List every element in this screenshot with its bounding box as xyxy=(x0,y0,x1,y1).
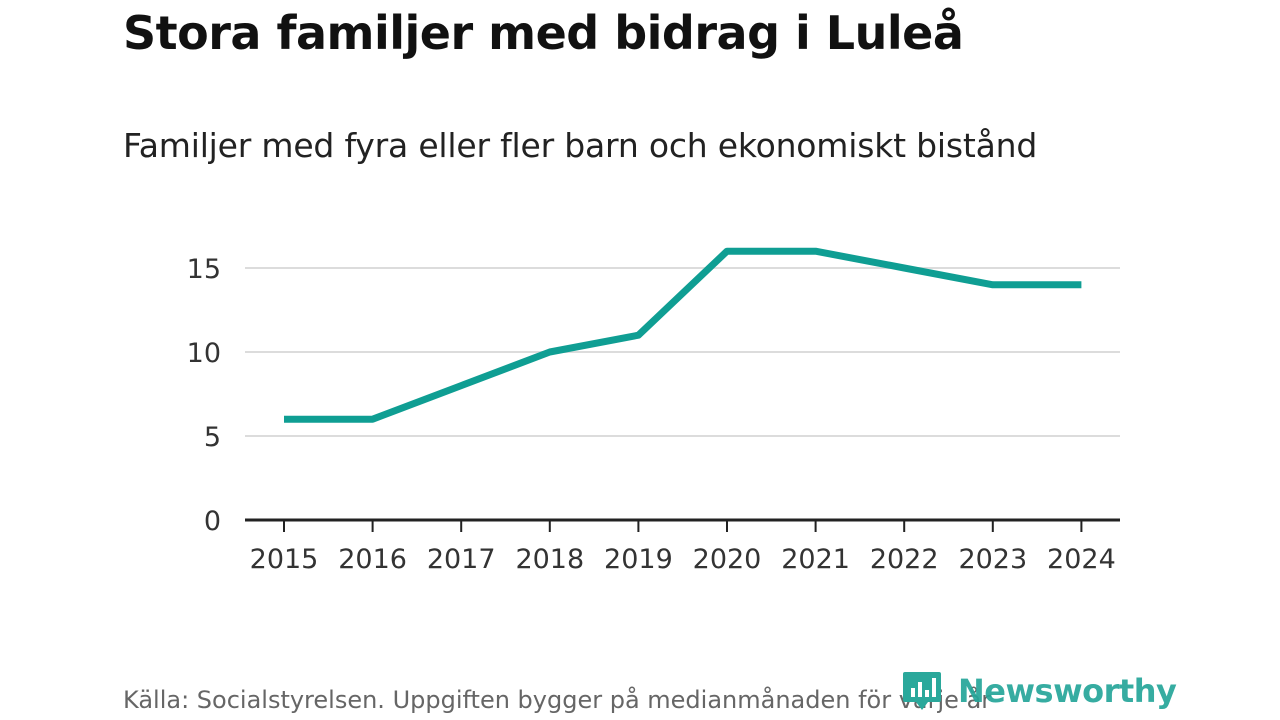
y-tick-label-5: 5 xyxy=(204,422,221,453)
y-tick-label-10: 10 xyxy=(187,338,221,369)
x-axis xyxy=(245,518,1120,532)
gridlines xyxy=(245,267,1120,437)
x-tick-label-2016: 2016 xyxy=(338,544,407,575)
newsworthy-logo-text: Newsworthy xyxy=(958,672,1177,710)
y-tick-label-15: 15 xyxy=(187,254,221,285)
x-tick-label-2020: 2020 xyxy=(693,544,762,575)
x-tick-label-2015: 2015 xyxy=(250,544,319,575)
x-tick-label-2024: 2024 xyxy=(1047,544,1116,575)
source-note: Källa: Socialstyrelsen. Uppgiften bygger… xyxy=(123,686,992,714)
series-line-0 xyxy=(284,247,1082,423)
series-lines xyxy=(283,247,1082,423)
x-tick-label-2021: 2021 xyxy=(781,544,850,575)
newsworthy-logo-icon xyxy=(903,672,941,710)
x-tick-label-2018: 2018 xyxy=(515,544,584,575)
chart-title: Stora familjer med bidrag i Luleå xyxy=(123,6,964,60)
x-tick-label-2023: 2023 xyxy=(958,544,1027,575)
chart-subtitle: Familjer med fyra eller fler barn och ek… xyxy=(123,126,1038,165)
y-tick-label-0: 0 xyxy=(204,506,221,537)
x-tick-labels: 2015 2016 2017 2018 2019 2020 2021 2022 2023 2024 xyxy=(250,544,1116,575)
y-tick-labels: 0 5 10 15 xyxy=(187,254,221,537)
newsworthy-logo: Newsworthy xyxy=(902,670,1177,712)
x-tick-label-2022: 2022 xyxy=(870,544,939,575)
x-tick-label-2019: 2019 xyxy=(604,544,673,575)
x-tick-label-2017: 2017 xyxy=(427,544,496,575)
